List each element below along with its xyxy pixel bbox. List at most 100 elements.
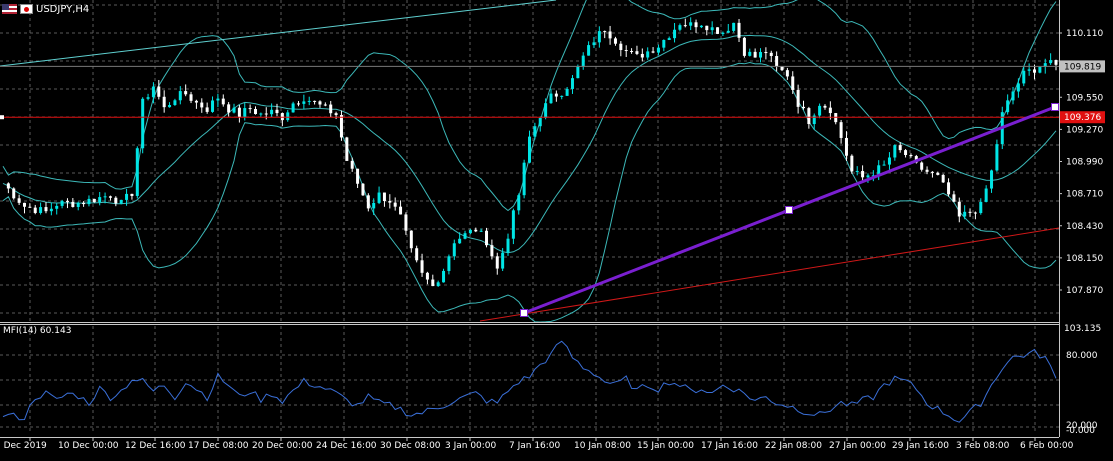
candle-body	[313, 100, 317, 102]
candle-body	[12, 188, 16, 199]
candle-body	[866, 175, 870, 178]
time-axis-label: 10 Jan 08:00	[574, 441, 631, 451]
candle-body	[280, 113, 284, 121]
candle-body	[877, 165, 881, 176]
candle-body	[334, 113, 338, 116]
candle-body	[775, 56, 779, 67]
candle-body	[302, 101, 306, 104]
candle-body	[345, 137, 349, 161]
candle-body	[656, 47, 660, 53]
candle-body	[699, 25, 703, 28]
mfi-bottom-label: -0.000	[1066, 426, 1095, 436]
candle-body	[382, 192, 386, 202]
candle-body	[168, 104, 172, 108]
candle-body	[98, 197, 102, 203]
candle-body	[635, 51, 639, 54]
candle-body	[930, 171, 934, 173]
upper-trendline[interactable]	[0, 0, 557, 67]
candle-body	[442, 270, 446, 283]
candle-body	[1027, 69, 1031, 71]
candle-body	[554, 93, 558, 97]
candle-body	[651, 51, 655, 53]
red-trendline[interactable]	[479, 227, 1060, 322]
candle-body	[399, 206, 403, 215]
trendline-handle[interactable]	[520, 309, 528, 317]
candle-body	[592, 42, 596, 46]
candle-body	[232, 107, 236, 113]
candle-body	[436, 282, 440, 287]
candle-body	[909, 154, 913, 157]
candle-body	[678, 25, 682, 30]
grid	[0, 0, 1059, 433]
candle-body	[135, 148, 139, 196]
candle-body	[533, 126, 537, 137]
candle-body	[936, 172, 940, 175]
candle-body	[495, 256, 499, 269]
hline-price-tag	[1060, 111, 1105, 124]
candle-body	[479, 230, 483, 232]
candle-body	[350, 160, 354, 169]
candle-body	[662, 39, 666, 48]
candle-body	[565, 88, 569, 96]
time-axis-label: 12 Dec 16:00	[125, 441, 186, 451]
candle-body	[259, 113, 263, 115]
candle-body	[420, 260, 424, 273]
candle-body	[920, 162, 924, 170]
candle-body	[92, 198, 96, 203]
candle-body	[748, 51, 752, 56]
candle-body	[264, 113, 268, 115]
candle-body	[291, 103, 295, 113]
candle-body	[694, 22, 698, 28]
candle-body	[979, 201, 983, 214]
candle-body	[501, 252, 505, 269]
candle-body	[560, 95, 564, 97]
candle-body	[646, 51, 650, 58]
candle-body	[528, 136, 531, 163]
time-axis-label: 29 Jan 16:00	[892, 441, 949, 451]
hline-handle[interactable]	[0, 115, 4, 120]
candle-body	[753, 51, 757, 58]
candle-body	[130, 193, 134, 196]
candle-body	[431, 279, 435, 287]
candle-body	[818, 105, 822, 116]
candle-body	[1049, 60, 1053, 64]
candle-body	[248, 108, 252, 110]
drawn-objects[interactable]	[0, 0, 1060, 322]
time-axis-label: 3 Feb 08:00	[956, 441, 1010, 451]
mfi-axis-label: 20.000	[1066, 421, 1098, 431]
candle-body	[893, 145, 897, 158]
candle-body	[764, 52, 768, 54]
candle-body	[237, 107, 241, 117]
current-price-tag	[1060, 60, 1105, 73]
candle-body	[388, 201, 392, 203]
candle-body	[828, 107, 832, 114]
candle-body	[474, 229, 478, 232]
candle-body	[33, 207, 37, 213]
candle-body	[49, 208, 53, 212]
candle-body	[87, 198, 91, 205]
candle-body	[189, 94, 193, 101]
candle-body	[318, 101, 322, 105]
candle-body	[205, 107, 209, 112]
candle-body	[216, 98, 220, 101]
candle-body	[1016, 83, 1020, 92]
bollinger-lower	[2, 61, 1057, 323]
mfi-title: MFI(14) 60.143	[3, 326, 72, 336]
candle-body	[705, 25, 709, 31]
trendline-handle[interactable]	[785, 206, 793, 214]
candle-body	[1043, 63, 1047, 67]
trendline-handle[interactable]	[1051, 103, 1059, 111]
candle-body	[839, 122, 843, 138]
candle-body	[119, 199, 123, 204]
jp-flag-icon	[20, 4, 33, 14]
candle-body	[463, 233, 467, 239]
candle-body	[39, 207, 43, 213]
candle-body	[947, 182, 951, 195]
candle-body	[549, 93, 553, 104]
candle-body	[785, 70, 789, 77]
time-axis-label: 20 Dec 00:00	[252, 441, 313, 451]
candle-body	[44, 207, 48, 212]
candle-body	[415, 248, 419, 261]
